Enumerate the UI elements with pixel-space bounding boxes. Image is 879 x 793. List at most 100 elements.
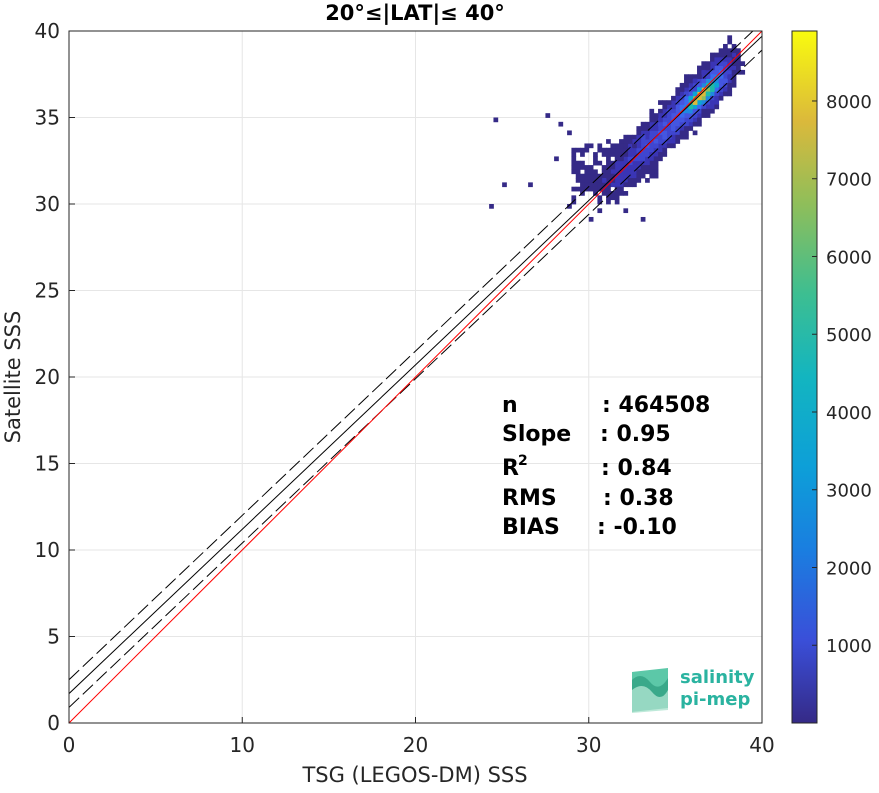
density-cell (597, 160, 603, 166)
density-cell (697, 95, 702, 101)
density-cell (636, 143, 642, 149)
density-cell (653, 126, 659, 131)
density-cell (710, 82, 715, 88)
density-cell (675, 95, 681, 101)
density-cell (666, 143, 672, 149)
density-cell (649, 173, 655, 179)
x-tick-label: 10 (230, 733, 255, 757)
density-cell (653, 160, 659, 166)
density-cell (619, 178, 624, 183)
stat-slope-label: Slope (502, 422, 571, 447)
density-cell (649, 108, 655, 114)
density-cell (727, 69, 733, 75)
density-cell (705, 91, 711, 97)
density-cell (688, 108, 694, 114)
density-cell (567, 130, 572, 136)
density-cell (597, 208, 603, 214)
density-cell (662, 143, 668, 149)
density-cell (571, 195, 577, 201)
density-cell (701, 113, 707, 118)
density-cell (736, 65, 741, 71)
stat-n-label: n (502, 393, 518, 418)
density-cell (714, 61, 720, 66)
density-cell (649, 126, 655, 131)
y-tick-label: 40 (35, 19, 60, 43)
density-cell (593, 186, 598, 192)
density-cell (601, 178, 607, 183)
density-cell (692, 87, 698, 92)
density-cell (688, 126, 694, 131)
density-cell (697, 65, 702, 71)
density-cell (692, 100, 698, 105)
density-cell (697, 78, 702, 84)
density-cell (666, 134, 672, 140)
density-cell (580, 147, 585, 153)
density-cell (601, 147, 607, 153)
density-cell (675, 134, 681, 140)
density-cell (636, 139, 642, 144)
density-cell (649, 147, 655, 153)
density-cell (666, 108, 672, 114)
density-cell (710, 95, 715, 101)
density-cell (571, 169, 577, 175)
x-tick-label: 20 (403, 733, 428, 757)
density-cell (697, 113, 702, 118)
density-cell (636, 160, 642, 166)
stat-n-value: : 464508 (602, 393, 710, 418)
density-cell (710, 104, 715, 110)
salinity-pimep-logo: salinity pi-mep (632, 667, 755, 713)
chart-title: 20°≤|LAT|≤ 40° (325, 1, 505, 26)
density-cell (649, 169, 655, 175)
density-cell (614, 169, 620, 175)
density-cell (632, 143, 637, 149)
y-tick-label: 20 (35, 365, 60, 389)
density-cell (727, 35, 733, 41)
density-cell (701, 108, 707, 114)
density-cell (593, 182, 598, 188)
density-cell (688, 113, 694, 118)
reference-lines (69, 31, 762, 723)
density-cell (584, 173, 590, 179)
density-cell (731, 61, 737, 66)
density-cell (727, 56, 733, 62)
density-cell (606, 191, 611, 196)
density-cell (606, 160, 611, 166)
density-cell (653, 165, 659, 170)
density-cell (714, 100, 720, 105)
density-cell (610, 195, 616, 201)
density-cell (658, 117, 663, 123)
density-cell (627, 139, 633, 144)
density-cell (593, 160, 598, 166)
density-cell (610, 152, 616, 157)
density-cell (705, 104, 711, 110)
density-cell (575, 169, 581, 175)
density-cell (584, 178, 590, 183)
density-cell (653, 139, 659, 144)
density-cell (684, 117, 689, 123)
density-cell (666, 130, 672, 136)
stat-r2-label: R (502, 456, 519, 481)
density-cell (601, 182, 607, 188)
logo-waves-icon (632, 668, 668, 713)
density-cell (580, 152, 585, 157)
density-cell (649, 165, 655, 170)
density-cell (614, 156, 620, 162)
density-cell (679, 91, 685, 97)
density-cell (632, 147, 637, 153)
density-cell (645, 130, 650, 136)
density-cell (718, 61, 724, 66)
density-cell (623, 152, 629, 157)
density-cell (714, 87, 720, 92)
density-cell (684, 100, 689, 105)
density-cell (705, 78, 711, 84)
density-cell (649, 156, 655, 162)
density-cell (684, 113, 689, 118)
density-cell (610, 147, 616, 153)
density-cell (658, 147, 663, 153)
density-cell (645, 134, 650, 140)
density-cell (619, 139, 624, 144)
y-tick-label: 0 (47, 711, 60, 735)
density-cell (619, 152, 624, 157)
density-cell (588, 169, 594, 175)
colorbar-tick-label: 5000 (826, 325, 872, 346)
